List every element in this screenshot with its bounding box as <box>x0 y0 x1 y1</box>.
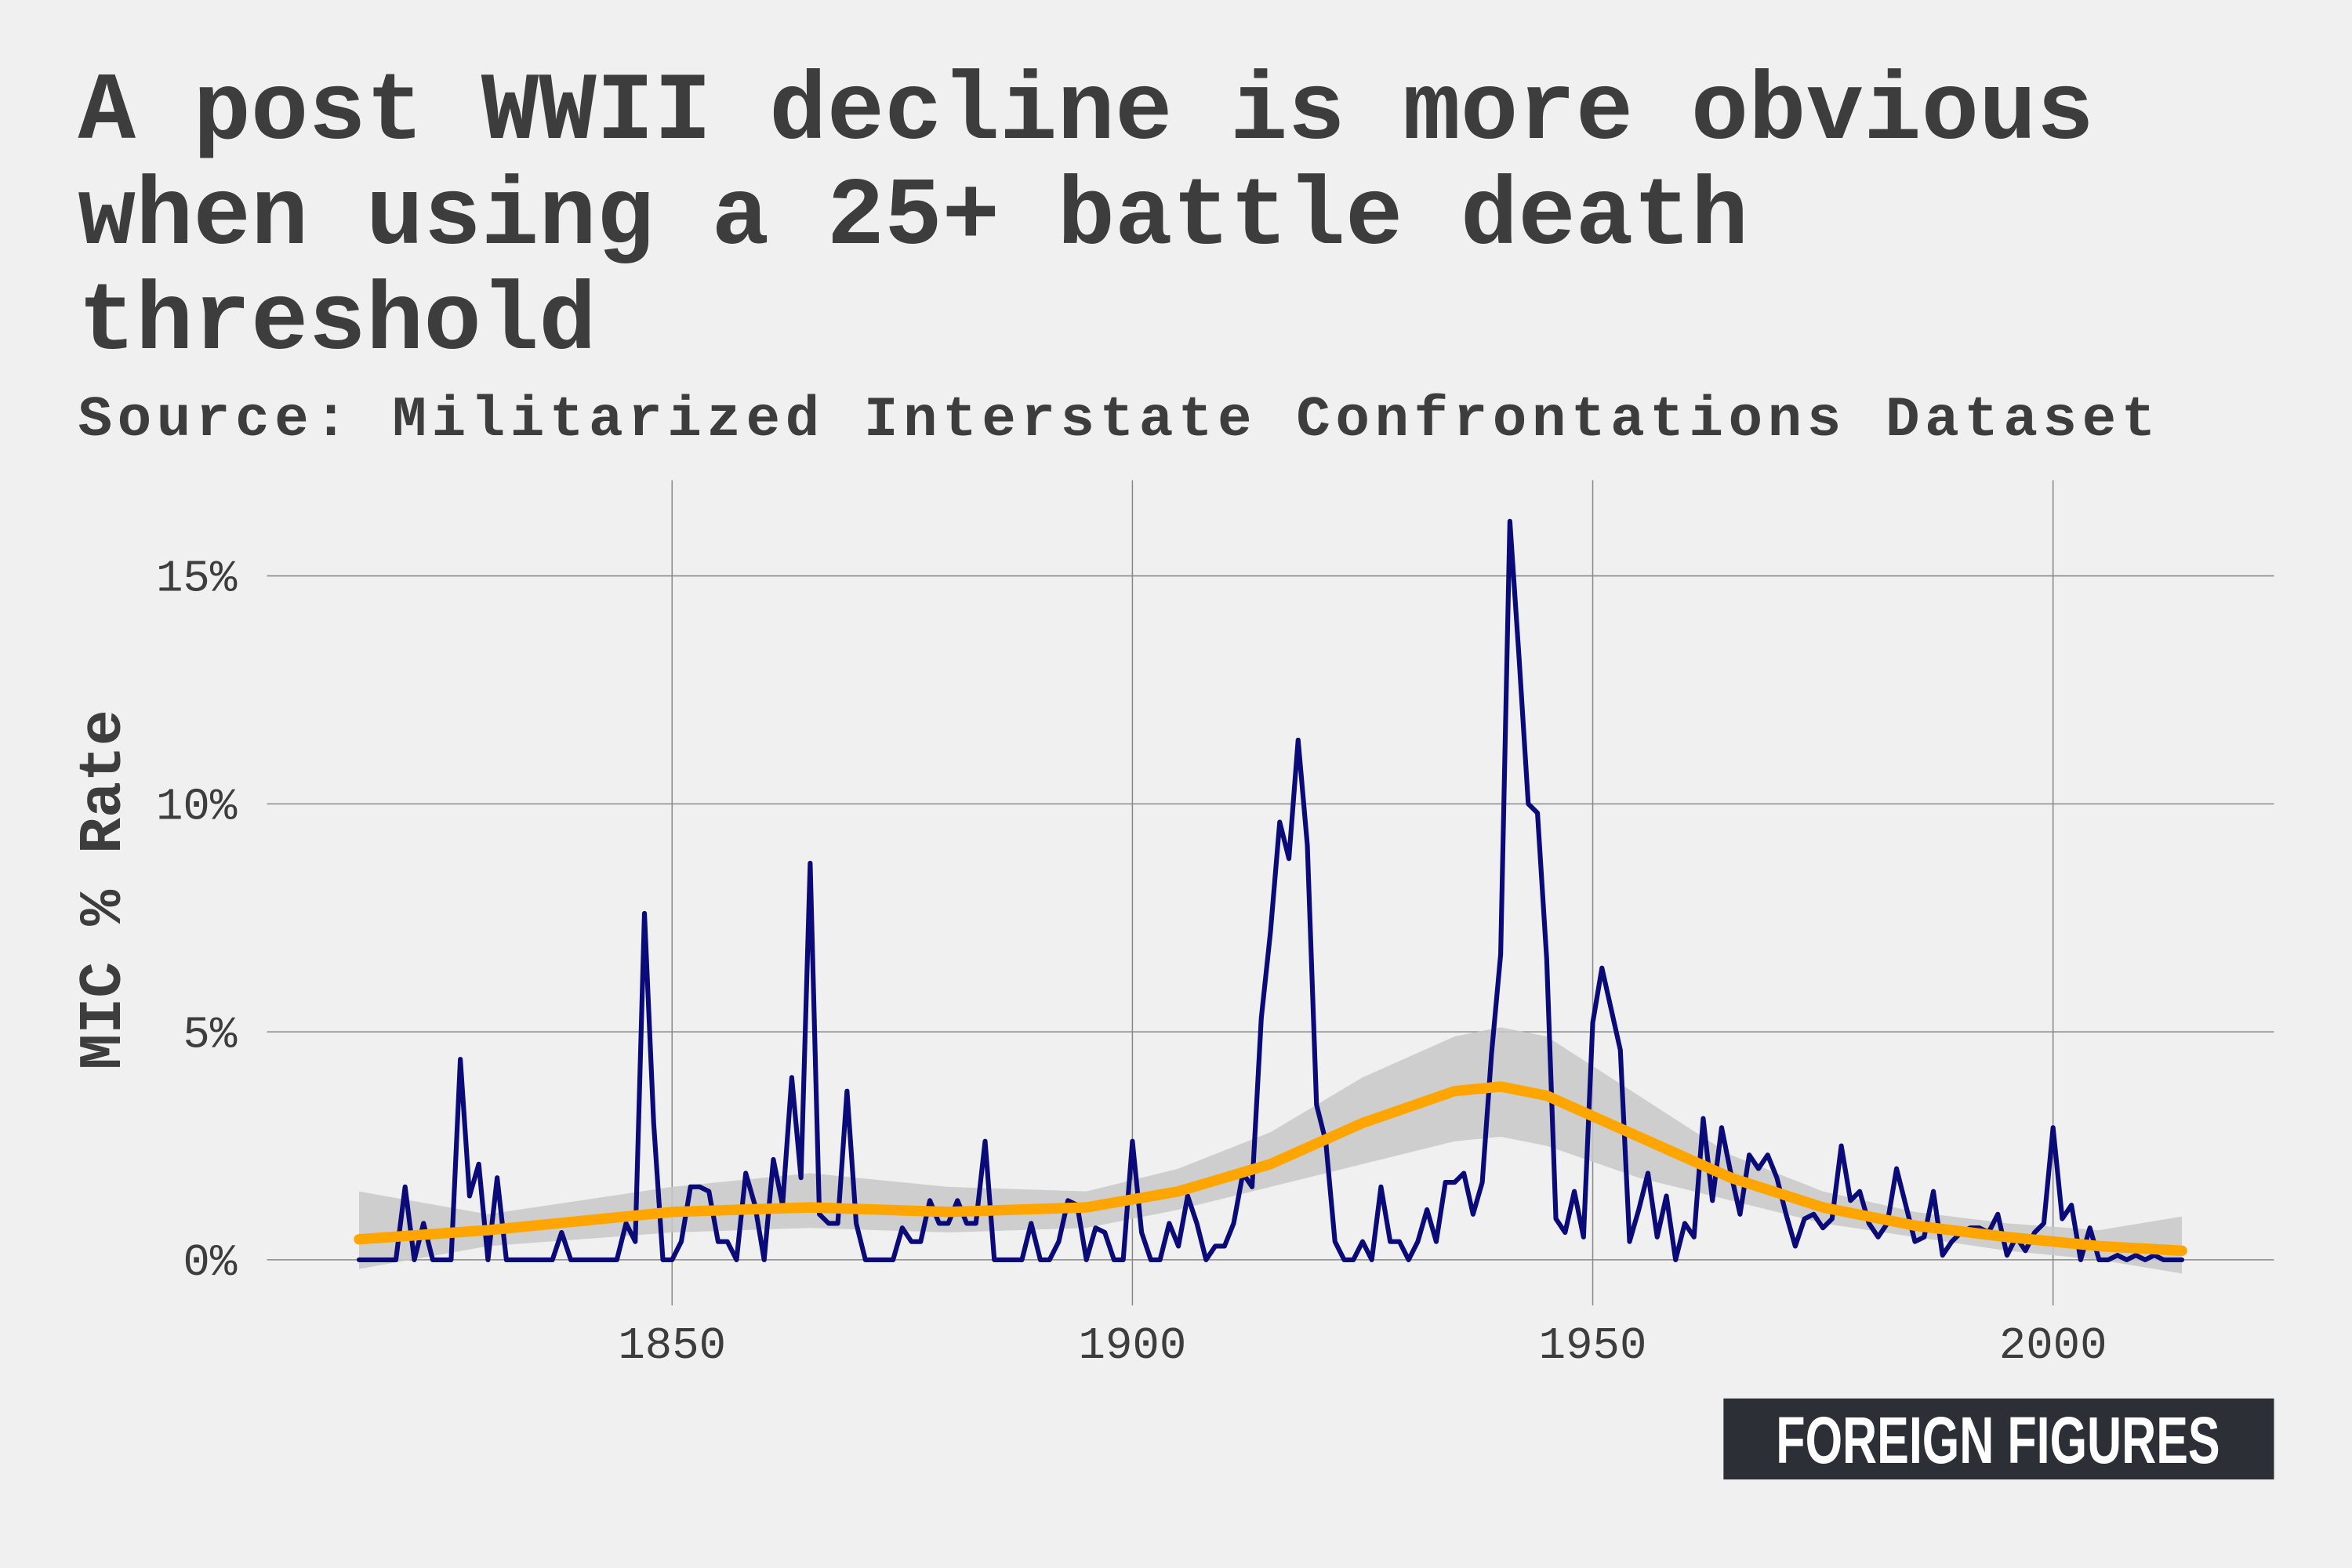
y-axis-label: MIC % Rate <box>70 710 138 1069</box>
y-tick-label: 10% <box>156 782 238 833</box>
x-tick-label: 1900 <box>1079 1321 1187 1372</box>
logo-box <box>1723 1398 2274 1480</box>
data-line <box>356 518 2185 1262</box>
chart-subtitle: Source: Militarized Interstate Confronta… <box>78 387 2155 452</box>
x-tick-label: 1850 <box>618 1321 726 1372</box>
trend-line <box>354 1081 2187 1256</box>
logo: FOREIGN FIGURES <box>1776 1403 2220 1477</box>
chart-title: when using a 25+ battle death <box>78 163 1748 272</box>
x-tick-label: 2000 <box>1999 1321 2107 1372</box>
x-tick-label: 1950 <box>1539 1321 1647 1372</box>
chart-title: A post WWII decline is more obvious <box>78 58 2094 167</box>
plot-area: 0% 5% 10% 15% 1850 1900 1950 2000 <box>156 480 2274 1372</box>
chart-title: threshold <box>78 268 596 377</box>
y-tick-label: 5% <box>183 1010 237 1061</box>
y-tick-label: 0% <box>183 1238 237 1289</box>
y-tick-label: 15% <box>156 554 238 605</box>
